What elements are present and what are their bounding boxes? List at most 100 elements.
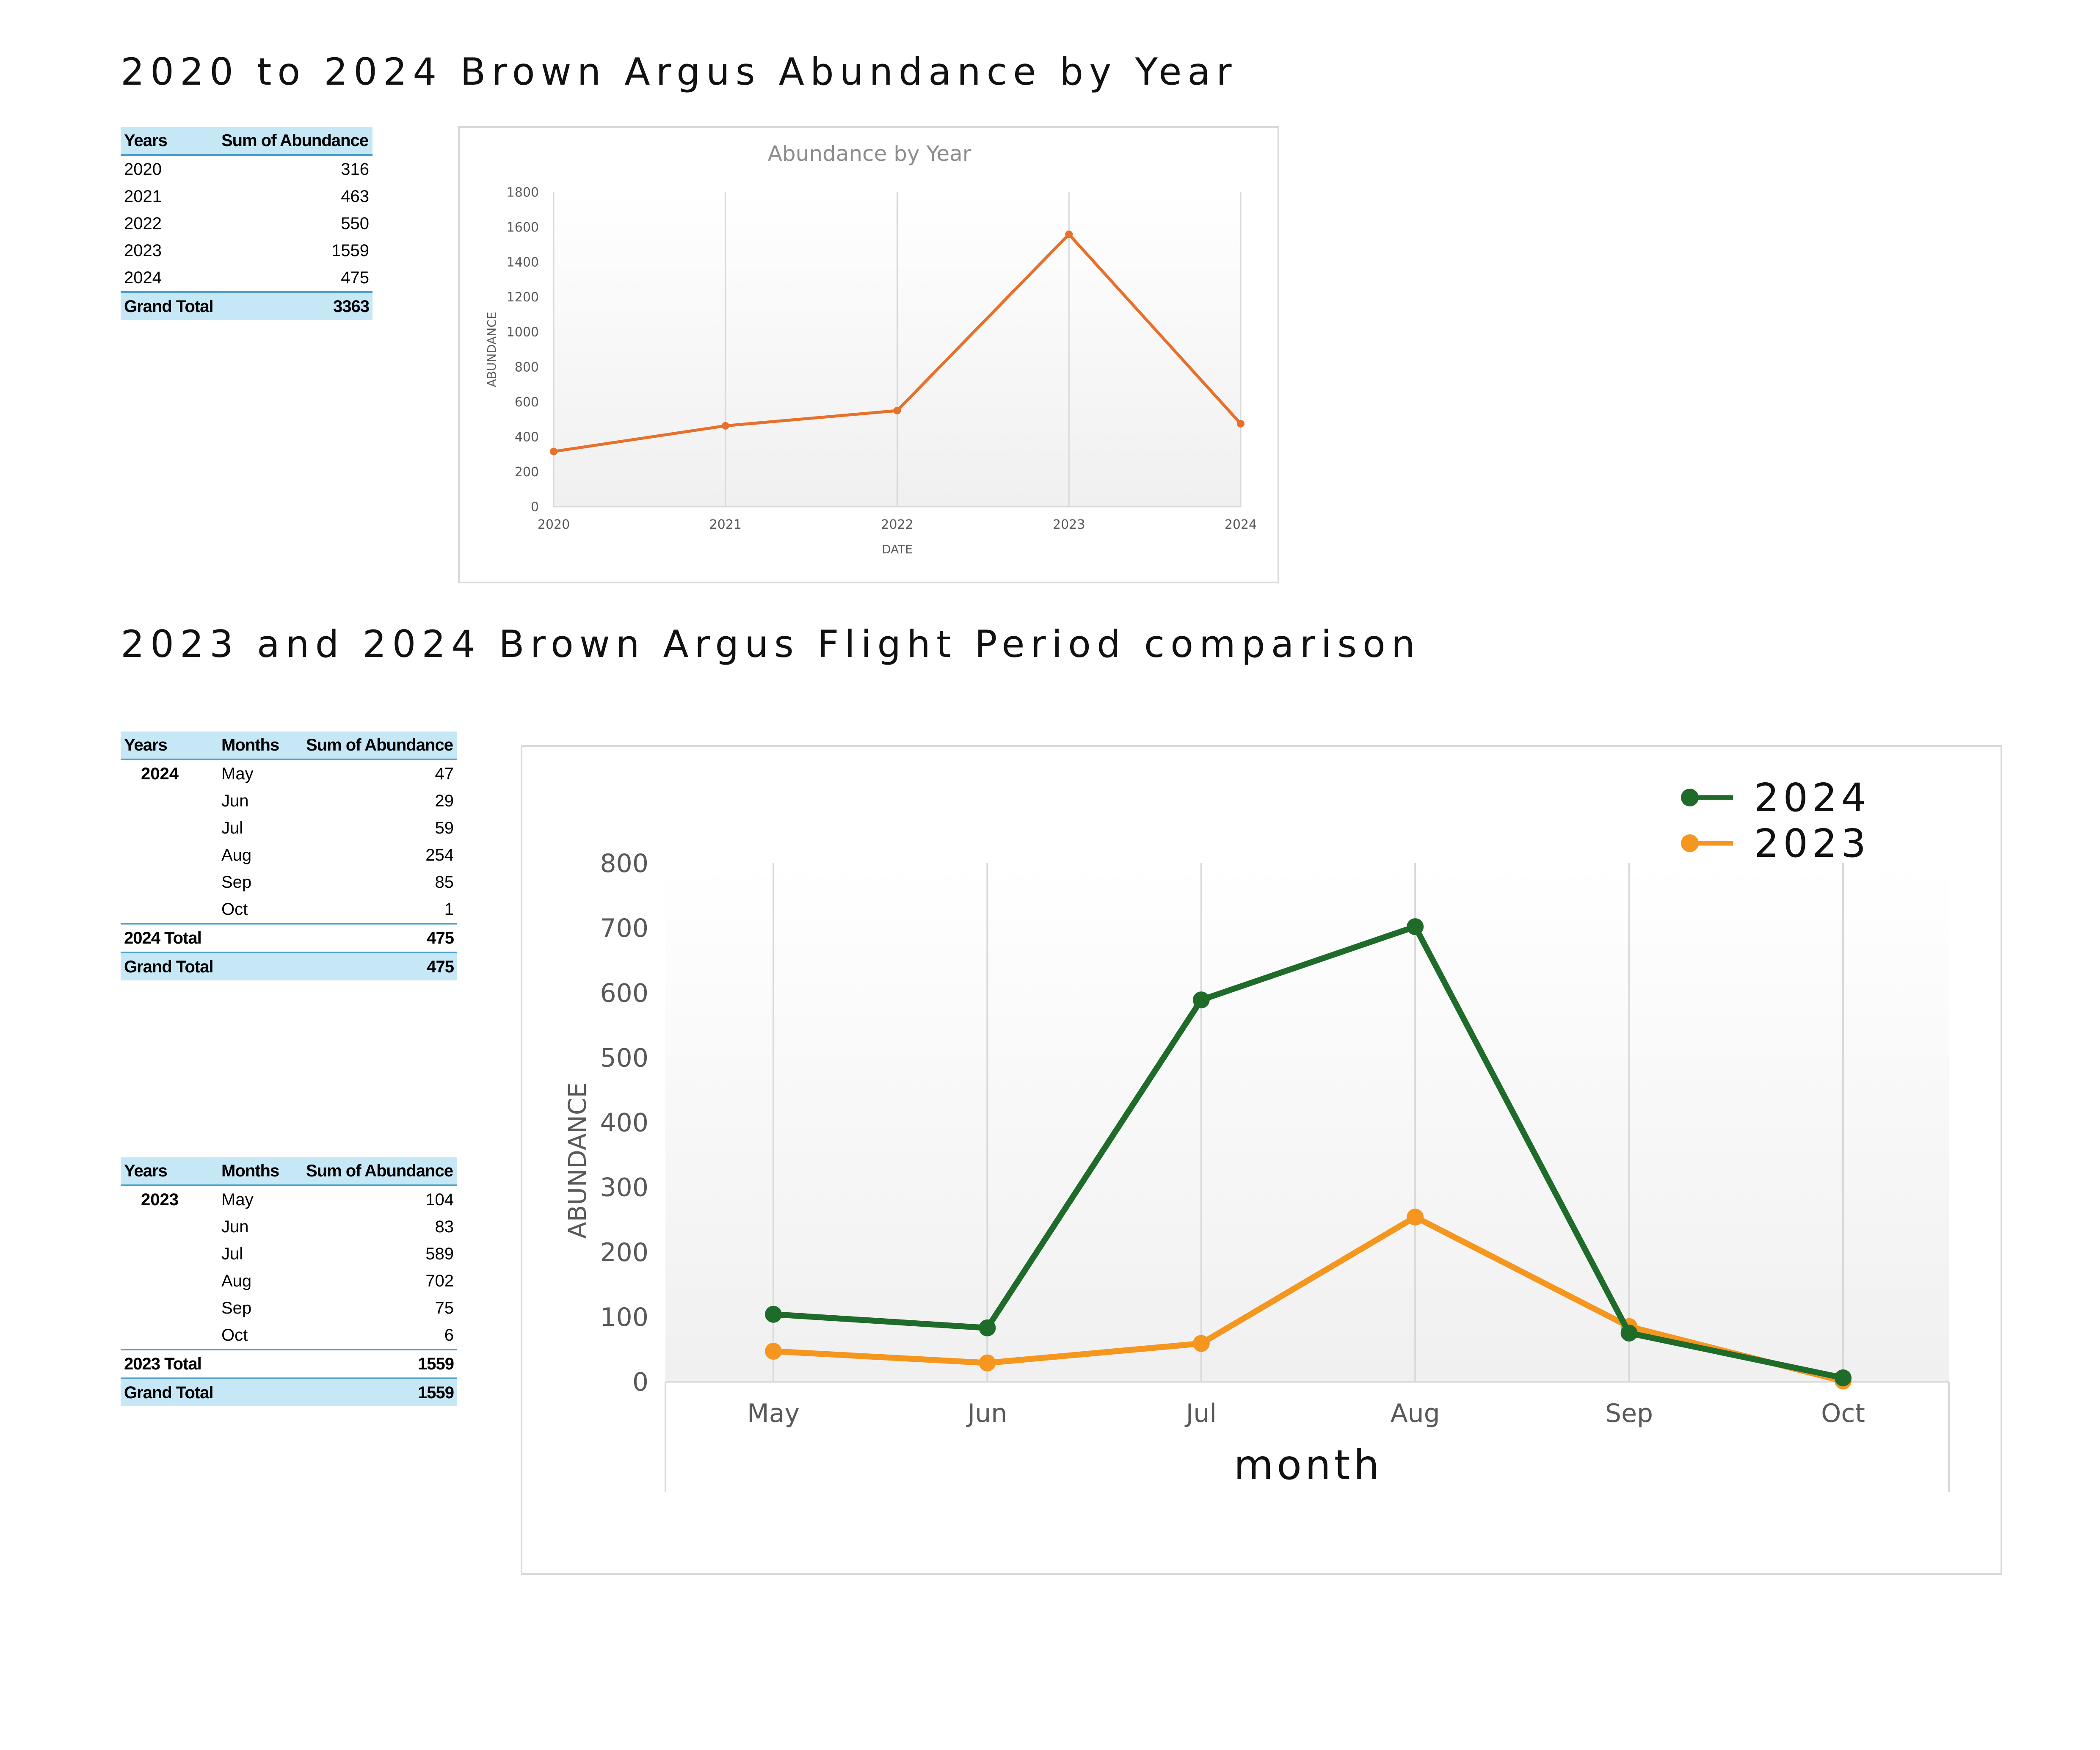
subtotal-value: 1559: [303, 1349, 457, 1378]
month-cell: Aug: [221, 1271, 252, 1290]
subtotal-label: 2023 Total: [121, 1349, 303, 1378]
table-row[interactable]: 2021 463: [121, 183, 373, 210]
year-cell: 2024: [124, 268, 162, 287]
pivot-table-2023: Years Months Sum of Abundance 2023 May 104…: [121, 1157, 457, 1406]
data-point: [1237, 420, 1245, 428]
column-header-years[interactable]: Years: [121, 1157, 218, 1186]
data-point: [1835, 1369, 1852, 1386]
year-cell: 2020: [124, 160, 162, 179]
chart-title: Abundance by Year: [768, 141, 971, 166]
month-cell: Sep: [221, 1298, 252, 1317]
y-tick-label: 200: [600, 1238, 648, 1267]
column-header-years[interactable]: Years: [121, 731, 218, 760]
month-cell: Sep: [221, 872, 252, 892]
value-cell: 316: [341, 160, 369, 179]
yearly-section-title: 2020 to 2024 Brown Argus Abundance by Ye…: [121, 50, 1238, 94]
data-point: [979, 1354, 996, 1372]
column-header-sum-of-abundance[interactable]: Sum of Abundance: [303, 731, 457, 760]
plot-area: [665, 863, 1949, 1382]
year-cell: 2021: [124, 187, 162, 206]
table-row[interactable]: Sep 75: [121, 1295, 457, 1322]
y-tick-label: 700: [600, 914, 648, 943]
table-row[interactable]: Oct 1: [121, 896, 457, 924]
series-line-2024: [773, 924, 1844, 1381]
x-tick-label: May: [747, 1399, 800, 1428]
table-row[interactable]: 2023 1559: [121, 237, 373, 264]
table-row[interactable]: 2022 550: [121, 210, 373, 237]
table-row[interactable]: 2023 May 104: [121, 1185, 457, 1213]
data-point: [1620, 1325, 1638, 1342]
y-tick-label: 200: [515, 465, 539, 480]
table-row[interactable]: Jul 59: [121, 814, 457, 842]
value-cell: 550: [341, 214, 369, 233]
grand-total-label: Grand Total: [121, 952, 303, 980]
grand-total-label: Grand Total: [121, 291, 218, 320]
value-cell: 6: [444, 1325, 454, 1344]
subtotal-row[interactable]: 2024 Total 475: [121, 923, 457, 952]
grand-total-value: 3363: [218, 291, 373, 320]
column-header-sum-of-abundance[interactable]: Sum of Abundance: [218, 127, 373, 156]
month-cell: Jul: [221, 818, 243, 837]
column-header-months[interactable]: Months: [218, 1157, 303, 1186]
y-tick-label: 1800: [507, 185, 539, 200]
data-point: [1192, 991, 1210, 1009]
y-tick-label: 100: [600, 1303, 648, 1332]
column-header-sum-of-abundance[interactable]: Sum of Abundance: [303, 1157, 457, 1186]
month-cell: Jun: [221, 1217, 249, 1236]
table-row[interactable]: Jun 29: [121, 787, 457, 814]
data-point: [979, 1319, 996, 1336]
table-row[interactable]: Aug 702: [121, 1267, 457, 1295]
month-cell: Oct: [221, 1325, 248, 1344]
year-cell: 2023: [141, 1190, 179, 1209]
data-point: [765, 1306, 782, 1323]
table-row[interactable]: Jul 589: [121, 1240, 457, 1267]
data-point: [550, 447, 557, 455]
subtotal-label: 2024 Total: [121, 923, 303, 952]
x-tick-label: Jul: [1184, 1399, 1217, 1428]
column-header-years[interactable]: Years: [121, 127, 218, 156]
y-tick-label: 1200: [507, 290, 539, 305]
table-row[interactable]: 2024 475: [121, 264, 373, 292]
table-row[interactable]: Aug 254: [121, 842, 457, 869]
x-tick-label: 2023: [1053, 517, 1085, 532]
y-axis-title: ABUNDANCE: [485, 312, 499, 387]
column-header-months[interactable]: Months: [218, 731, 303, 760]
legend-label: 2023: [1754, 821, 1870, 866]
value-cell: 1: [444, 900, 454, 919]
value-cell: 47: [435, 764, 454, 783]
x-tick-label: 2021: [709, 517, 742, 532]
value-cell: 83: [435, 1217, 454, 1236]
table-row[interactable]: Oct 6: [121, 1322, 457, 1350]
x-axis-title: DATE: [882, 542, 913, 556]
y-tick-label: 800: [600, 849, 648, 878]
grand-total-row[interactable]: Grand Total 3363: [121, 291, 373, 320]
data-point: [1407, 918, 1424, 936]
value-cell: 59: [435, 818, 454, 837]
grand-total-row[interactable]: Grand Total 475: [121, 952, 457, 980]
chart-abundance-by-year[interactable]: 0 200 400 600 800 1000 1200 1400 1600 1800 2020 202…: [458, 126, 1279, 583]
table-row[interactable]: 2024 May 47: [121, 759, 457, 787]
table-row[interactable]: Sep 85: [121, 869, 457, 896]
pivot-table-2024: Years Months Sum of Abundance 2024 May 47 …: [121, 731, 457, 980]
y-tick-label: 1000: [507, 325, 539, 340]
x-tick-label: Jun: [966, 1399, 1007, 1428]
y-tick-label: 400: [515, 430, 539, 444]
grand-total-value: 475: [303, 952, 457, 980]
legend-marker: [1681, 834, 1699, 852]
grand-total-row[interactable]: Grand Total 1559: [121, 1377, 457, 1406]
table-row[interactable]: Jun 83: [121, 1213, 457, 1240]
y-tick-label: 400: [600, 1108, 648, 1138]
table-row[interactable]: 2020 316: [121, 155, 373, 183]
chart-flight-period-comparison[interactable]: 0 100 200 300 400 500 600 700 800 May Jun Jul Aug Sep…: [521, 745, 2002, 1575]
value-cell: 589: [425, 1244, 454, 1263]
subtotal-row[interactable]: 2023 Total 1559: [121, 1349, 457, 1378]
month-cell: Aug: [221, 845, 252, 864]
year-cell: 2022: [124, 214, 162, 233]
month-cell: Jun: [221, 791, 249, 810]
value-cell: 29: [435, 791, 454, 810]
value-cell: 254: [425, 845, 454, 864]
year-cell: 2023: [124, 241, 162, 260]
y-tick-label: 1400: [507, 255, 539, 270]
chart-months-svg: 0 100 200 300 400 500 600 700 800 May Jun Jul Aug Sep…: [563, 775, 1950, 1492]
y-tick-label: 800: [515, 360, 539, 375]
